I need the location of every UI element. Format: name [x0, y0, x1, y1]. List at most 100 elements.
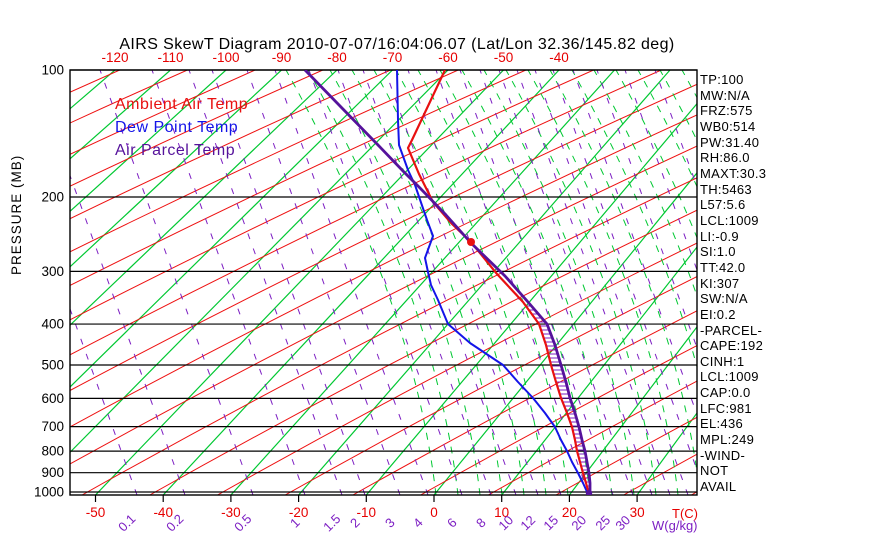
top-temp-tick-label: -120 — [101, 50, 128, 65]
mixing-ratio-tick-label: 25 — [592, 512, 613, 533]
moist-adiabat-line — [417, 70, 569, 495]
bottom-temp-tick-label: 0 — [430, 505, 438, 520]
moist-adiabat-line — [792, 70, 870, 495]
dry-adiabat-line — [420, 345, 697, 495]
mixing-ratio-tick-label: 0.1 — [115, 511, 138, 534]
panel-line: L57:5.6 — [700, 197, 746, 213]
moist-adiabat-line — [373, 70, 525, 495]
top-temp-tick-label: -80 — [327, 50, 347, 65]
panel-line: -PARCEL- — [700, 322, 763, 338]
moist-adiabat-line — [351, 70, 503, 495]
panel-line: MPL:249 — [700, 432, 755, 448]
panel-line: TT:42.0 — [700, 259, 746, 275]
pressure-tick-label: 300 — [41, 264, 64, 279]
bottom-temp-tick-label: -20 — [289, 505, 309, 520]
curve-air-parcel-temp — [303, 70, 592, 494]
moist-adiabat-line — [748, 70, 870, 495]
moist-adiabat-line — [329, 70, 481, 495]
dry-adiabat-line — [70, 83, 697, 392]
mixing-ratio-line — [384, 70, 539, 495]
panel-line: CINH:1 — [700, 353, 745, 369]
isotherm-line — [365, 102, 697, 495]
temp-axis-unit-label: T(C) — [672, 506, 698, 521]
mixing-ratio-line — [362, 70, 517, 495]
dry-adiabat-line — [284, 276, 697, 495]
mixing-ratio-line — [246, 70, 401, 495]
legend-item: Air Parcel Temp — [115, 142, 236, 159]
mixing-ratio-line — [552, 70, 697, 472]
isotherm-line — [70, 70, 338, 327]
panel-line: MW:N/A — [700, 87, 750, 103]
plot-border — [69, 69, 698, 496]
pressure-tick-label: 1000 — [34, 485, 64, 500]
mixing-ratio-line — [211, 70, 366, 495]
legend-item: Ambient Air Temp — [115, 96, 249, 113]
mixing-ratio-line — [308, 70, 463, 495]
panel-line: PW:31.40 — [700, 134, 760, 150]
top-temp-tick-label: -100 — [212, 50, 239, 65]
panel-line: SW:N/A — [700, 291, 748, 307]
panel-line: AVAIL — [700, 479, 737, 495]
top-temp-tick-label: -110 — [157, 50, 183, 65]
dry-adiabat-line — [81, 177, 697, 495]
sounding-indices-panel: TP:100 MW:N/A FRZ:575 WB0:514 PW:31.40 RH:86.… — [700, 72, 766, 495]
sounding-curves — [303, 70, 593, 495]
mixing-ratio-line — [479, 70, 634, 495]
plot-frame — [69, 69, 698, 502]
panel-line: LCL:1009 — [700, 369, 759, 385]
dry-adiabat-line — [70, 70, 527, 287]
moist-adiabat-line — [483, 70, 635, 495]
isotherm-line — [501, 246, 697, 495]
curve-legend: Ambient Air Temp Dew Point Temp Air Parcel… — [115, 96, 248, 165]
mixing-ratio-line — [151, 70, 306, 495]
bottom-temp-tick-label: -40 — [153, 505, 173, 520]
moist-adiabat-line — [461, 70, 613, 495]
bottom-temp-tick-label: 20 — [562, 505, 577, 520]
panel-line: LI:-0.9 — [700, 228, 739, 244]
pressure-tick-label: 800 — [41, 444, 64, 459]
mixing-ratio-tick-label: 15 — [540, 512, 561, 533]
mixing-ratio-line — [407, 70, 562, 495]
mixing-ratio-tick-label: 3 — [382, 515, 398, 531]
mixing-ratio-line — [498, 70, 653, 495]
panel-line: FRZ:575 — [700, 103, 753, 119]
mixing-ratio-tick-label: 6 — [444, 515, 460, 531]
dry-adiabat-line — [352, 310, 697, 495]
curve-ambient-air-temp — [406, 70, 591, 495]
dry-adiabat-line — [70, 70, 324, 187]
dry-adiabat-line — [70, 70, 391, 220]
chart-title: AIRS SkewT Diagram 2010-07-07/16:04:06.0… — [119, 36, 675, 53]
mixing-ratio-line — [459, 70, 614, 495]
mixing-ratio-line — [99, 70, 254, 495]
legend-item: Dew Point Temp — [115, 119, 239, 136]
isotherm-line — [95, 70, 504, 495]
panel-line: LCL:1009 — [700, 212, 759, 228]
mixing-ratio-line — [337, 70, 492, 495]
pressure-tick-label: 600 — [41, 391, 64, 406]
moist-adiabat-line — [307, 70, 459, 495]
moist-adiabat-line — [814, 70, 870, 495]
panel-line: TH:5463 — [700, 181, 752, 197]
mixing-ratio-line — [274, 70, 429, 495]
dry-adiabat-line — [70, 70, 594, 321]
mixing-ratio-tick-label: 12 — [517, 512, 538, 533]
top-temp-tick-label: -90 — [272, 50, 292, 65]
pressure-tick-label: 900 — [41, 465, 64, 480]
pressure-tick-label: 700 — [41, 419, 64, 434]
isotherm-line — [70, 70, 282, 268]
panel-line: CAPE:192 — [700, 338, 764, 354]
top-temp-tick-label: -70 — [383, 50, 403, 65]
panel-line: NOT — [700, 463, 729, 479]
panel-line: LFC:981 — [700, 400, 752, 416]
isotherm-line — [162, 70, 560, 495]
curve-marker-dot — [467, 238, 475, 246]
pressure-tick-label: 500 — [41, 357, 64, 372]
isotherm-line — [433, 171, 697, 495]
panel-line: -WIND- — [700, 447, 746, 463]
panel-line: RH:86.0 — [700, 150, 750, 166]
moist-adiabat-line — [549, 70, 697, 476]
mixing-ratio-line — [70, 174, 186, 495]
